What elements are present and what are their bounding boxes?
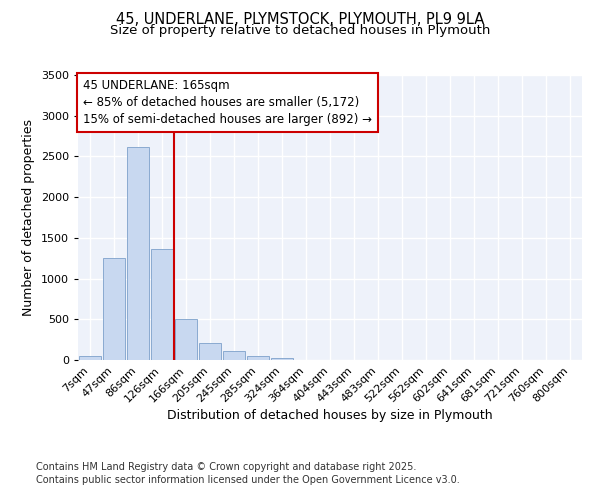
Bar: [127, 148, 149, 360]
Bar: [103, 258, 125, 360]
Text: Size of property relative to detached houses in Plymouth: Size of property relative to detached ho…: [110, 24, 490, 37]
Text: 45 UNDERLANE: 165sqm
← 85% of detached houses are smaller (5,172)
15% of semi-de: 45 UNDERLANE: 165sqm ← 85% of detached h…: [83, 80, 372, 126]
Bar: [199, 343, 221, 360]
Bar: [175, 320, 197, 360]
X-axis label: Distribution of detached houses by size in Plymouth: Distribution of detached houses by size …: [167, 410, 493, 422]
Bar: [247, 356, 269, 360]
Bar: [223, 351, 245, 360]
Text: Contains public sector information licensed under the Open Government Licence v3: Contains public sector information licen…: [36, 475, 460, 485]
Bar: [151, 250, 173, 360]
Y-axis label: Number of detached properties: Number of detached properties: [22, 119, 35, 316]
Text: 45, UNDERLANE, PLYMSTOCK, PLYMOUTH, PL9 9LA: 45, UNDERLANE, PLYMSTOCK, PLYMOUTH, PL9 …: [116, 12, 484, 28]
Bar: [79, 356, 101, 360]
Text: Contains HM Land Registry data © Crown copyright and database right 2025.: Contains HM Land Registry data © Crown c…: [36, 462, 416, 472]
Bar: [271, 358, 293, 360]
